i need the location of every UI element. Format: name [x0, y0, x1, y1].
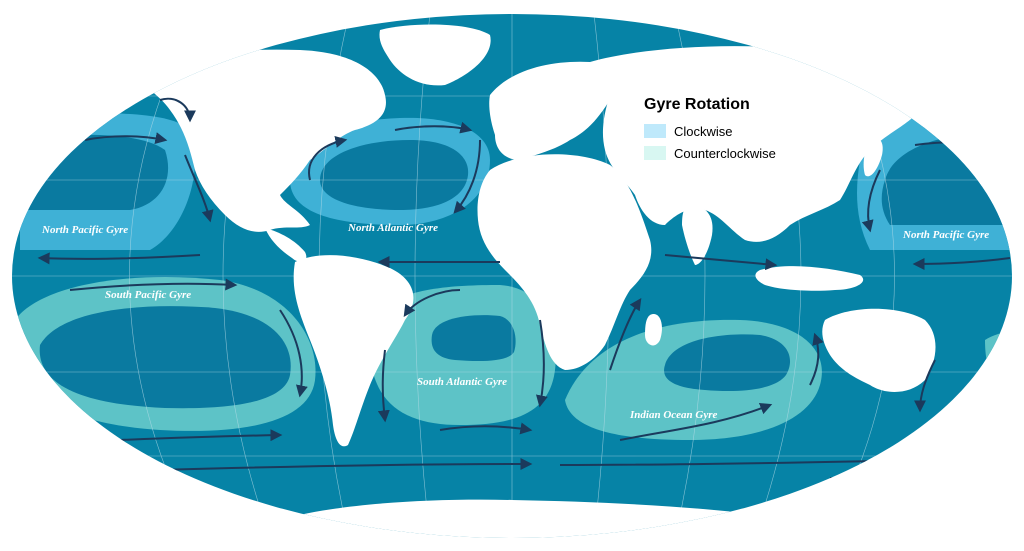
- arrow: [377, 349, 390, 423]
- legend-swatch: [644, 146, 666, 160]
- north-america: [135, 49, 386, 232]
- arrow: [453, 139, 481, 214]
- greenland: [379, 24, 491, 86]
- arrow: [535, 319, 548, 408]
- arrow: [279, 309, 308, 398]
- legend-item-counterclockwise: Counterclockwise: [644, 142, 804, 164]
- arrow: [159, 97, 196, 123]
- indonesia: [755, 266, 864, 291]
- gyre-label: Indian Ocean Gyre: [629, 409, 718, 421]
- legend-title: Gyre Rotation: [644, 96, 750, 113]
- central-america: [265, 228, 307, 262]
- gyre-label: North Pacific Gyre: [41, 224, 128, 236]
- legend-label: Clockwise: [674, 123, 733, 139]
- europe: [489, 61, 614, 160]
- gyre-core-indian: [664, 334, 791, 392]
- gyre-label: South Atlantic Gyre: [417, 376, 507, 388]
- arrow: [84, 132, 168, 145]
- legend-item-clockwise: Clockwise: [644, 120, 804, 142]
- arrow: [912, 257, 1011, 270]
- legend-swatch: [644, 124, 666, 138]
- arrow: [403, 289, 461, 317]
- japan: [863, 138, 883, 177]
- new-zealand: [956, 394, 970, 415]
- asia: [590, 46, 926, 242]
- gyre-core-south-pacific: [39, 306, 291, 409]
- arrow: [119, 429, 283, 442]
- arrow: [619, 402, 773, 441]
- arrow: [37, 252, 201, 265]
- legend-label: Counterclockwise: [674, 145, 776, 161]
- gyre-labels: North Pacific Gyre North Atlantic Gyre N…: [41, 222, 989, 421]
- arrow: [914, 359, 936, 413]
- arrow: [861, 169, 881, 233]
- gyre-label: South Pacific Gyre: [105, 289, 191, 301]
- india: [682, 205, 713, 265]
- arrow: [308, 136, 348, 181]
- south-america: [293, 255, 414, 447]
- gyre-label: North Atlantic Gyre: [347, 222, 438, 234]
- antarctica: [280, 499, 800, 538]
- australia: [822, 308, 936, 392]
- land: [135, 24, 970, 538]
- arrow: [664, 254, 778, 271]
- arrow: [809, 332, 824, 386]
- arrow: [69, 278, 238, 291]
- legend: Gyre Rotation Clockwise Counterclockwise: [644, 96, 804, 164]
- africa: [477, 154, 652, 370]
- arrow: [439, 422, 533, 435]
- gyre-core-south-atlantic: [431, 315, 516, 362]
- arrow: [609, 298, 642, 371]
- gyre-label: North Pacific Gyre: [902, 229, 989, 241]
- gyre-zone-south-pacific-east-edge: [985, 330, 1012, 400]
- gyre-core-north-atlantic: [320, 140, 469, 210]
- arrow: [159, 458, 533, 471]
- madagascar: [645, 314, 662, 346]
- arrow: [829, 477, 963, 491]
- arrow: [184, 154, 214, 223]
- arrow: [394, 121, 473, 134]
